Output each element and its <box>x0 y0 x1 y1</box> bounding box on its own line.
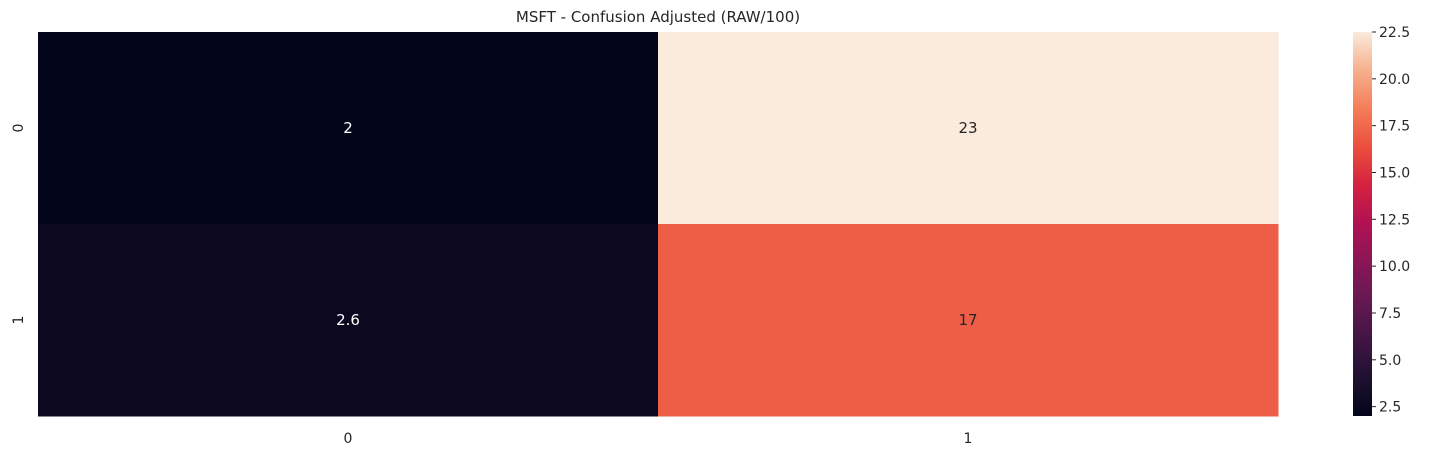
y-axis: 01 <box>11 124 27 325</box>
colorbar-tick-label: 17.5 <box>1379 119 1410 135</box>
chart-title: MSFT - Confusion Adjusted (RAW/100) <box>516 8 800 26</box>
heatmap-cell <box>658 224 1279 417</box>
y-tick-label: 0 <box>11 124 27 133</box>
x-tick-label: 1 <box>964 431 973 447</box>
cell-annotation: 17 <box>958 311 977 329</box>
colorbar-tick-label: 5.0 <box>1379 353 1401 369</box>
x-tick-label: 0 <box>344 431 353 447</box>
colorbar-tick-label: 22.5 <box>1379 25 1410 41</box>
colorbar-tick-label: 20.0 <box>1379 72 1410 88</box>
heatmap-cells: 2 23 2.6 17 <box>38 32 1279 417</box>
cell-annotation: 23 <box>958 119 977 137</box>
y-tick-label: 1 <box>11 316 27 325</box>
heatmap-cell <box>658 32 1279 225</box>
colorbar-tick-label: 2.5 <box>1379 400 1401 416</box>
colorbar-tick-label: 15.0 <box>1379 165 1410 181</box>
heatmap-cell <box>38 32 659 225</box>
colorbar-tick-label: 12.5 <box>1379 212 1410 228</box>
cell-annotation: 2 <box>343 119 353 137</box>
colorbar-tick-label: 7.5 <box>1379 306 1401 322</box>
colorbar-gradient <box>1353 32 1372 416</box>
colorbar-tick-label: 10.0 <box>1379 259 1410 275</box>
heatmap-cell <box>38 224 659 417</box>
cell-annotation: 2.6 <box>336 311 360 329</box>
colorbar: 2.5 5.0 7.5 10.0 12.5 15.0 17.5 20.0 22.5 <box>1353 25 1410 416</box>
